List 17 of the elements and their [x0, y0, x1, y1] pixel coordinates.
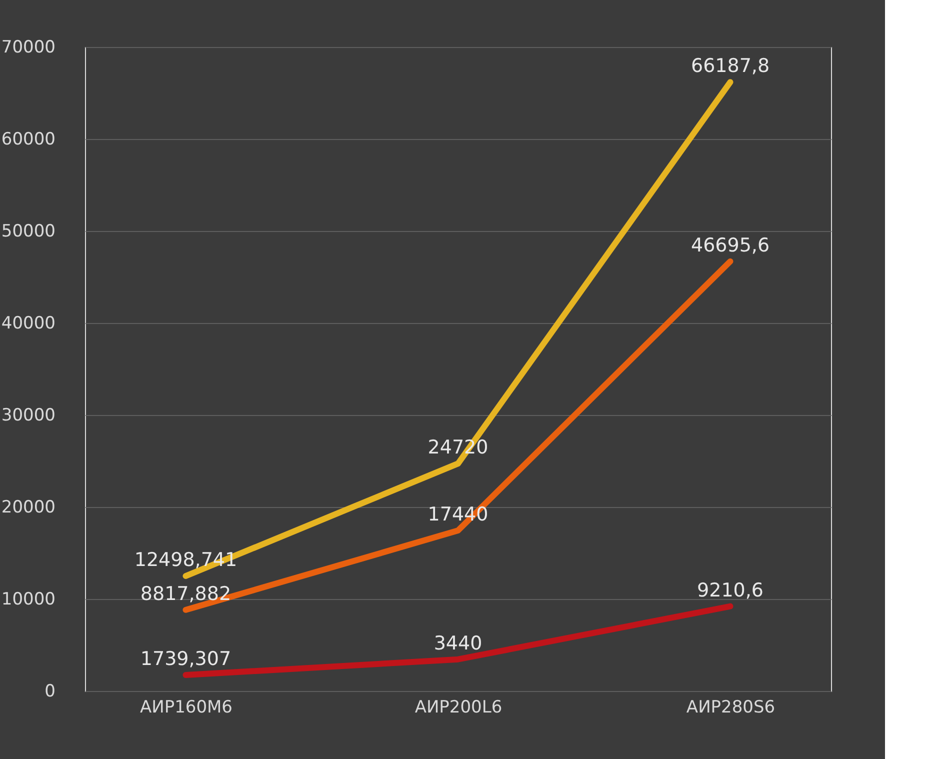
x-tick-label: АИР160М6 [140, 698, 233, 718]
y-tick-label: 30000 [1, 406, 56, 426]
data-label: 8817,882 [140, 582, 232, 605]
y-tick-label: 60000 [1, 130, 56, 150]
data-label: 1739,307 [140, 648, 232, 670]
y-tick-label: 20000 [1, 498, 56, 518]
y-tick-label: 10000 [1, 590, 56, 610]
data-label: 9210,6 [697, 579, 764, 602]
y-tick-label: 0 [44, 682, 56, 702]
x-tick-label: АИР280S6 [686, 698, 776, 718]
data-label: 66187,8 [690, 55, 770, 78]
x-tick-label: АИР200L6 [414, 698, 502, 718]
data-label: 3440 [434, 632, 482, 654]
y-tick-label: 50000 [1, 222, 56, 242]
y-tick-label: 40000 [1, 314, 56, 334]
data-label: 46695,6 [690, 234, 770, 256]
y-tick-label: 70000 [1, 38, 56, 58]
